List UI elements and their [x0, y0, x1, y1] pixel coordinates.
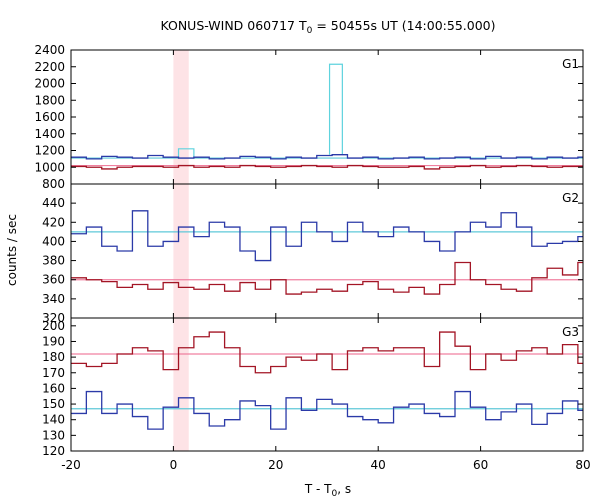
g1-panel-label: G1: [562, 57, 579, 71]
g1-y-tick-label: 1800: [34, 93, 65, 107]
x-tick-label: -20: [61, 458, 81, 472]
x-tick-label: 80: [575, 458, 590, 472]
g3-frame: [70, 317, 584, 452]
x-tick-label: 60: [473, 458, 488, 472]
g1-y-tick-label: 1200: [34, 144, 65, 158]
g2-y-tick-label: 360: [42, 273, 65, 287]
g3-y-tick-label: 160: [42, 381, 65, 395]
g1-y-tick-label: 800: [42, 177, 65, 191]
g3-series-bg_red: [71, 331, 583, 374]
g2-y-tick-label: 380: [42, 254, 65, 268]
g2-frame: [70, 183, 584, 319]
chart-title-main: KONUS-WIND 060717 T: [160, 18, 306, 33]
g1-series-bg_blue: [71, 154, 583, 160]
x-tick-label: 0: [170, 458, 178, 472]
g2-y-tick-label: 340: [42, 292, 65, 306]
g2-series-bg_red: [71, 261, 583, 295]
g1-frame: [70, 49, 584, 185]
g3-y-tick-label: 180: [42, 350, 65, 364]
g2-panel-label: G2: [562, 191, 579, 205]
x-axis-label-sub: 0: [332, 489, 338, 499]
g1-series-bg_red: [71, 164, 583, 170]
g3-panel-label: G3: [562, 325, 579, 339]
g3-series-bg_blue: [71, 390, 583, 430]
g3-y-tick-label: 200: [42, 319, 65, 333]
g1-y-tick-label: 2200: [34, 60, 65, 74]
g1-burst-spike-1: [328, 63, 343, 155]
g3-y-tick-label: 190: [42, 334, 65, 348]
chart-title: KONUS-WIND 060717 T0 = 50455s UT (14:00:…: [160, 18, 495, 36]
g1-y-tick-label: 2400: [34, 43, 65, 57]
g1-y-tick-label: 1000: [34, 160, 65, 174]
g2-y-tick-label: 320: [42, 311, 65, 325]
g2-y-tick-label: 440: [42, 196, 65, 210]
y-axis-label: counts / sec: [5, 214, 19, 286]
g2-y-tick-label: 420: [42, 215, 65, 229]
x-tick-label: 40: [371, 458, 386, 472]
g3-y-tick-label: 170: [42, 366, 65, 380]
x-axis-label-rest: , s: [337, 482, 351, 496]
g2-y-tick-label: 400: [42, 234, 65, 248]
highlight-band: [173, 50, 189, 451]
chart-title-rest: = 50455s UT (14:00:55.000): [312, 18, 495, 33]
plot-area: 80010001200140016001800200022002400G1320…: [34, 43, 590, 472]
g2-series-bg_blue: [71, 210, 583, 262]
x-tick-label: 20: [268, 458, 283, 472]
g3-y-tick-label: 150: [42, 397, 65, 411]
chart-title-sub: 0: [307, 26, 313, 36]
g3-y-tick-label: 140: [42, 413, 65, 427]
x-axis-label-main: T - T: [304, 482, 332, 496]
g1-y-tick-label: 1600: [34, 110, 65, 124]
g1-burst-spike-0: [177, 148, 195, 159]
g3-y-tick-label: 120: [42, 444, 65, 458]
g1-y-tick-label: 1400: [34, 127, 65, 141]
g3-y-tick-label: 130: [42, 428, 65, 442]
g1-y-tick-label: 2000: [34, 77, 65, 91]
x-axis-label: T - T0, s: [304, 482, 351, 499]
